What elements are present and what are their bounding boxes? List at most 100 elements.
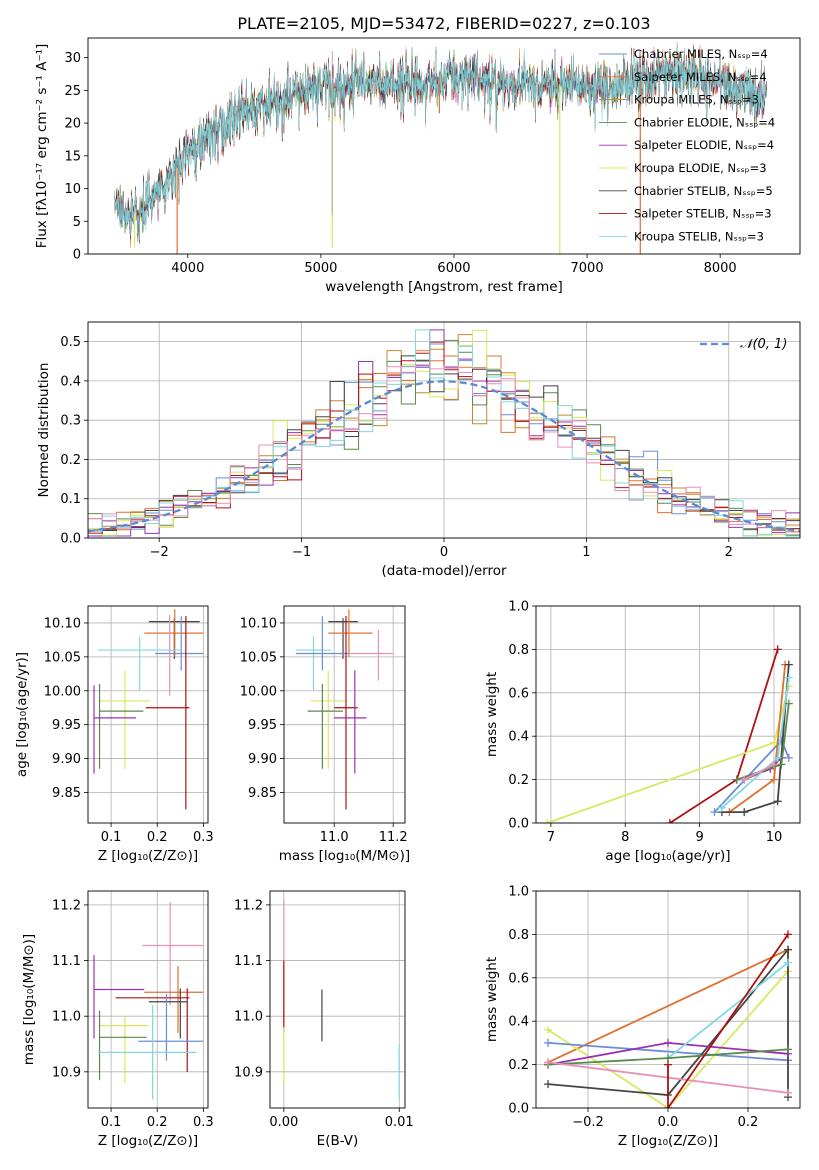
x-axis-label: Z [log₁₀(Z/Z⊙)]: [98, 848, 198, 864]
errorbar-point: [154, 616, 204, 671]
errorbar-point: [148, 988, 188, 1039]
y-tick-label: 11.2: [52, 898, 81, 913]
x-tick-label: 0.0: [658, 1115, 679, 1130]
x-tick-label: 7: [547, 830, 555, 845]
weight-line: [667, 961, 789, 1059]
plot-frame: [87, 321, 801, 539]
mass_vs_EBV-axes: 0.00 0.01 10.9 11.0 11.1 11.2 E(B-V): [234, 891, 414, 1149]
y-tick-label: 0.2: [508, 1058, 529, 1073]
x-tick-label: 0.3: [193, 830, 214, 845]
y-tick-label: 15: [64, 149, 81, 164]
errorbar-point: [334, 616, 358, 810]
x-tick-label: 0: [440, 545, 448, 560]
x-tick-label: 11.2: [379, 830, 408, 845]
x-tick-label: 0.2: [147, 830, 168, 845]
y-tick-label: 9.95: [52, 718, 81, 733]
legend-label: Salpeter MILES, Nₛₛₚ=4: [634, 70, 767, 84]
weight-marker: [777, 760, 786, 769]
errorbar-point: [328, 609, 373, 657]
x-tick-label: 0.00: [269, 1115, 298, 1130]
legend-label: 𝒩(0, 1): [740, 337, 787, 352]
y-tick-label: 11.1: [234, 954, 263, 969]
y-tick-label: 0: [73, 248, 81, 263]
errorbar-point: [138, 993, 204, 1061]
y-tick-label: 0.6: [508, 971, 529, 986]
weight-marker: [664, 1038, 672, 1047]
weight-marker: [544, 1058, 552, 1067]
y-tick-label: 11.1: [52, 954, 81, 969]
weight-marker: [740, 775, 749, 784]
y-axis-label: age [log₁₀(age/yr)]: [14, 652, 30, 777]
y-axis-label: mass weight: [484, 672, 500, 757]
legend-label: Kroupa ELODIE, Nₛₛₚ=3: [634, 161, 767, 175]
weight-marker: [740, 808, 749, 817]
y-tick-label: 10.00: [240, 684, 277, 699]
y-tick-label: 30: [64, 51, 81, 66]
weight-marker: [717, 803, 726, 812]
weight-marker: [784, 699, 793, 708]
weight-marker: [784, 958, 792, 967]
x-tick-label: −2: [150, 545, 169, 560]
errorbar-point: [98, 683, 144, 769]
weight-line: [728, 664, 786, 813]
errorbar-point: [145, 616, 190, 810]
errorbar-point: [98, 636, 181, 691]
y-tick-label: 11.2: [234, 898, 263, 913]
y-tick-label: 0.4: [508, 1015, 529, 1030]
weight-marker: [544, 1038, 552, 1047]
weight-marker: [784, 753, 793, 762]
errorbar-point: [328, 618, 358, 659]
y-tick-label: 5: [73, 215, 81, 230]
y-tick-label: 10.05: [240, 650, 277, 665]
x-tick-label: −1: [292, 545, 311, 560]
weight-marker: [784, 930, 792, 939]
legend-label: Chabrier STELIB, Nₛₛₚ=5: [634, 184, 773, 198]
massweight_vs_Z-axes: −0.2 0.0 0.2 0.0 0.2 0.4 0.6 0.8 1.0 Z [log₁₀(Z/Z…: [484, 885, 800, 1149]
plot-frame: [87, 890, 209, 1109]
y-tick-label: 0.5: [60, 335, 81, 350]
y-tick-label: 0.6: [508, 686, 529, 701]
x-tick-label: 4000: [171, 261, 204, 276]
plot-frame: [87, 605, 209, 824]
weight-line: [743, 763, 775, 781]
y-tick-label: 0.3: [60, 414, 81, 429]
x-tick-label: 0.2: [147, 1115, 168, 1130]
residuals-axes: −2 −1 0 1 2 0.0 0.1 0.2 0.3 0.4 0.5 (data-model)/er…: [36, 322, 800, 579]
y-tick-label: 0.4: [60, 374, 81, 389]
y-tick-label: 0.0: [508, 817, 529, 832]
errorbar-point: [142, 902, 204, 1006]
x-tick-label: 0.2: [738, 1115, 759, 1130]
x-tick-label: 0.3: [193, 1115, 214, 1130]
legend-label: Chabrier MILES, Nₛₛₚ=4: [634, 47, 768, 61]
errorbar-point: [307, 683, 344, 769]
x-tick-label: −0.2: [572, 1115, 604, 1130]
mass_vs_Z-axes: 0.1 0.2 0.3 10.9 11.0 11.1 11.2 Z [log₁₀(Z/Z⊙)]…: [21, 891, 214, 1149]
weight-line: [667, 933, 789, 1108]
spectrum-legend: Chabrier MILES, Nₛₛₚ=4 Salpeter MILES, Nₛ…: [599, 47, 775, 243]
errorbar-point: [93, 685, 136, 774]
legend-label: Chabrier ELODIE, Nₛₛₚ=4: [634, 115, 775, 129]
x-tick-label: 2: [725, 545, 733, 560]
figure-title: PLATE=2105, MJD=53472, FIBERID=0227, z=0…: [237, 14, 650, 33]
x-tick-label: 8: [621, 830, 629, 845]
errorbar-point: [334, 670, 367, 774]
plot-frame: [87, 37, 801, 255]
age_vs_Z-axes: 0.1 0.2 0.3 9.85 9.90 9.95 10.00 10.05 10.10 Z [l…: [14, 606, 214, 864]
y-tick-label: 10: [64, 182, 81, 197]
x-axis-label: E(B-V): [317, 1133, 359, 1149]
weight-line: [546, 686, 790, 823]
y-tick-label: 1.0: [508, 885, 529, 900]
weight-marker: [543, 819, 552, 823]
errorbar-point: [93, 954, 145, 1039]
y-axis-label: mass weight: [484, 957, 500, 1042]
weight-marker: [664, 1104, 672, 1108]
mass_vs_EBV-errorbars: [283, 899, 400, 1100]
gaussian-curve: [88, 380, 800, 533]
y-axis-label: mass [log₁₀(M/M⊙)]: [21, 934, 37, 1065]
age_vs_Z-errorbars: [93, 609, 204, 810]
weight-line: [721, 664, 790, 813]
y-tick-label: 0.4: [508, 730, 529, 745]
errorbar-point: [295, 616, 349, 671]
y-tick-label: 10.00: [44, 684, 81, 699]
x-axis-label: Z [log₁₀(Z/Z⊙)]: [98, 1133, 198, 1149]
